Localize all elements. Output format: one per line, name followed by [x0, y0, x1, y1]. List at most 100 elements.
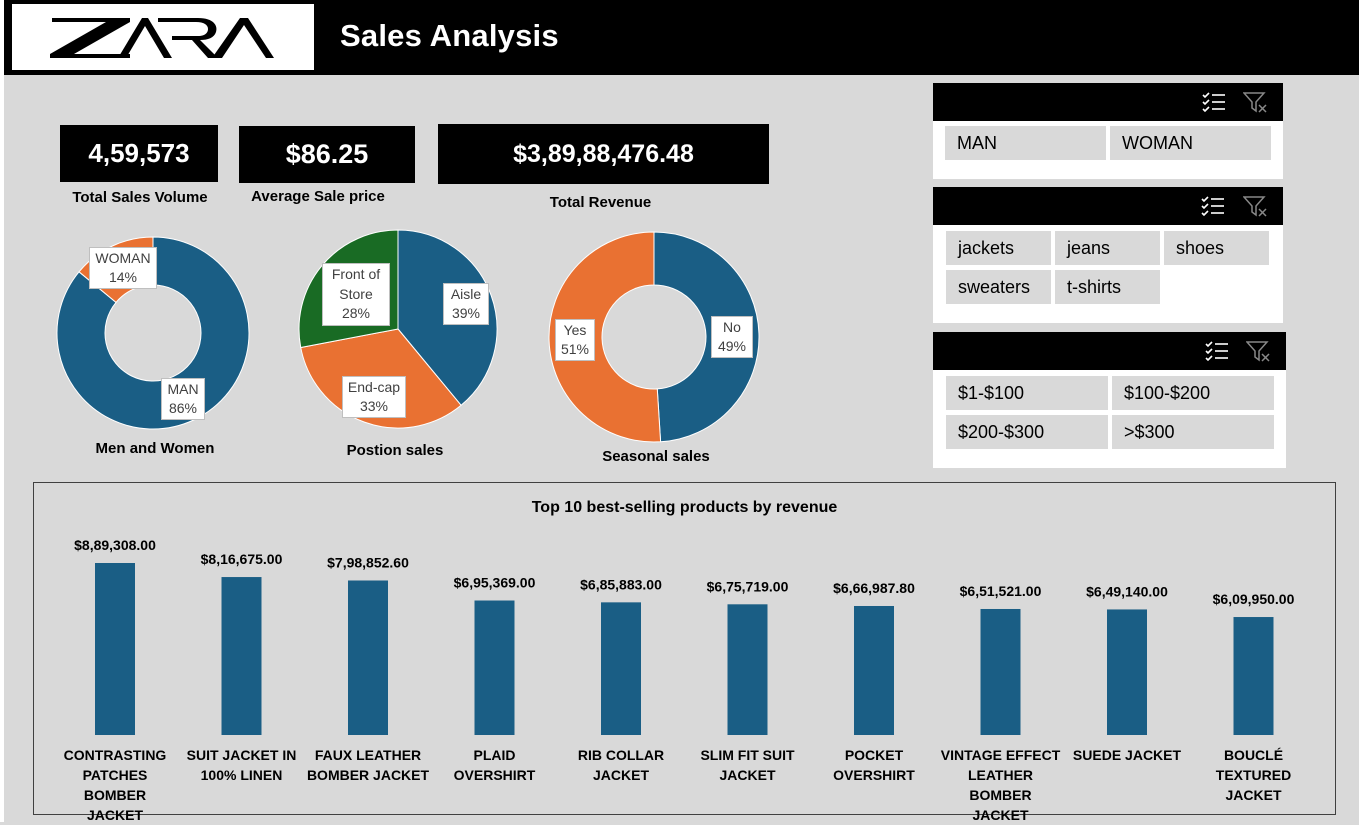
label-name: MAN: [167, 381, 199, 397]
slicer-item-shoes[interactable]: shoes: [1164, 231, 1269, 265]
bar-chart-title: Top 10 best-selling products by revenue: [531, 499, 838, 516]
kpi-total-sales-volume-label: Total Sales Volume: [72, 189, 208, 206]
bar-3: [348, 580, 388, 735]
bar-category-label-10: BOUCLÉ TEXTURED JACKET: [1191, 745, 1317, 805]
bar-category-line: PATCHES BOMBER: [82, 767, 148, 803]
bar-4: [474, 600, 515, 735]
slicer-item-price-100-200[interactable]: $100-$200: [1112, 376, 1274, 410]
label-pct: 14%: [108, 269, 138, 285]
kpi-total-revenue-label: Total Revenue: [549, 194, 652, 211]
slicer-item-price-1-100[interactable]: $1-$100: [946, 376, 1108, 410]
label-name: No: [723, 319, 741, 335]
kpi-total-revenue: $3,89,88,476.48: [438, 124, 769, 184]
label-name: WOMAN: [95, 250, 151, 266]
clear-filter-icon[interactable]: [1243, 91, 1269, 113]
bar-category-label-2: SUIT JACKET IN 100% LINEN: [179, 745, 305, 785]
multi-select-icon[interactable]: [1200, 195, 1226, 217]
bar-category-line: VINTAGE EFFECT: [940, 747, 1061, 763]
bar-category-line: TEXTURED JACKET: [1215, 767, 1292, 803]
slicer-item-price-over-300[interactable]: >$300: [1112, 415, 1274, 449]
bar-category-line: OVERSHIRT: [833, 767, 915, 783]
slicer-gender-header: [933, 83, 1283, 121]
donut-gender-title: Men and Women: [95, 440, 215, 457]
slicer-item-t-shirts[interactable]: t-shirts: [1055, 270, 1160, 304]
kpi-total-sales-volume: 4,59,573: [60, 125, 218, 182]
bar-category-line: BOUCLÉ: [1223, 747, 1284, 763]
donut-seasonal-slice-yes: [548, 231, 662, 443]
donut-seasonal-slice-no: [653, 231, 760, 443]
bar-category-line: PLAID OVERSHIRT: [453, 747, 536, 783]
bar-category-label-9: SUEDE JACKET: [1064, 745, 1190, 765]
bar-category-label-1: CONTRASTING PATCHES BOMBER JACKET: [52, 745, 178, 825]
slicer-item-man[interactable]: MAN: [945, 126, 1106, 160]
bar-category-label-3: FAUX LEATHER BOMBER JACKET: [305, 745, 431, 785]
slicer-category-header: [933, 187, 1283, 225]
bar-value-label-8: $6,51,521.00: [960, 583, 1042, 599]
slicer-item-jeans[interactable]: jeans: [1055, 231, 1160, 265]
bar-5: [601, 602, 641, 735]
bar-category-label-7: POCKET OVERSHIRT: [811, 745, 937, 785]
bar-value-label-7: $6,66,987.80: [833, 580, 915, 596]
pie-position-title: Postion sales: [346, 442, 444, 459]
label-pct: 51%: [560, 341, 590, 357]
bar-chart-canvas: $8,89,308.00 $8,16,675.00 $7,98,852.60 $6,9…: [74, 537, 1295, 735]
pie-position-label-endcap: End-cap 33%: [342, 376, 406, 418]
donut-gender-label-woman: WOMAN 14%: [89, 247, 157, 289]
bar-2: [221, 577, 262, 735]
clear-filter-icon[interactable]: [1243, 195, 1269, 217]
donut-seasonal-title: Seasonal sales: [602, 448, 710, 465]
pie-position-label-front: Front of Store 28%: [322, 263, 390, 326]
bar-value-label-9: $6,49,140.00: [1086, 583, 1168, 599]
bar-category-line: 100% LINEN: [200, 767, 283, 783]
bar-category-line: SUEDE JACKET: [1072, 747, 1182, 763]
bar-value-label-5: $6,85,883.00: [580, 576, 662, 592]
bar-value-label-2: $8,16,675.00: [201, 551, 283, 567]
label-pct: 49%: [717, 338, 747, 354]
bar-category-line: JACKET: [592, 767, 649, 783]
sheet-edge: [0, 0, 4, 822]
slicer-item-woman[interactable]: WOMAN: [1110, 126, 1271, 160]
label-pct: 33%: [359, 398, 389, 414]
donut-seasonal-label-no: No 49%: [711, 316, 753, 358]
bar-value-label-4: $6,95,369.00: [454, 575, 536, 591]
bar-category-line: BOMBER JACKET: [306, 767, 430, 783]
bar-category-line: LEATHER BOMBER: [967, 767, 1034, 803]
zara-logo: [12, 4, 314, 70]
kpi-average-sale-price-label: Average Sale price: [251, 188, 385, 205]
bar-value-label-6: $6,75,719.00: [707, 578, 789, 594]
slicer-category: jackets jeans shoes sweaters t-shirts: [933, 187, 1283, 323]
slicer-item-price-200-300[interactable]: $200-$300: [946, 415, 1108, 449]
bar-chart-panel: Top 10 best-selling products by revenue …: [33, 482, 1336, 823]
bar-10: [1233, 617, 1274, 735]
slicer-item-jackets[interactable]: jackets: [946, 231, 1051, 265]
donut-gender-label-man: MAN 86%: [161, 378, 205, 420]
clear-filter-icon[interactable]: [1246, 340, 1272, 362]
multi-select-icon[interactable]: [1204, 340, 1230, 362]
page-title: Sales Analysis: [340, 18, 559, 53]
bar-category-label-4: PLAID OVERSHIRT: [432, 745, 558, 785]
label-name: End-cap: [347, 379, 401, 395]
bar-value-label-10: $6,09,950.00: [1213, 591, 1295, 607]
bar-6: [727, 604, 768, 735]
bar-9: [1107, 609, 1147, 735]
bar-7: [854, 605, 894, 735]
bar-category-label-8: VINTAGE EFFECT LEATHER BOMBER JACKET: [938, 745, 1064, 825]
bar-value-label-1: $8,89,308.00: [74, 537, 156, 553]
header-bar: Sales Analysis: [4, 0, 1359, 75]
bar-value-label-3: $7,98,852.60: [327, 554, 409, 570]
bar-category-line: SUIT JACKET IN: [186, 747, 297, 763]
bar-category-line: SLIM FIT SUIT: [700, 747, 795, 763]
bar-1: [95, 563, 135, 735]
slicer-price-header: [933, 332, 1286, 370]
label-pct: 28%: [341, 305, 371, 321]
slicer-gender: MAN WOMAN: [933, 83, 1283, 179]
bar-category-line: JACKET: [719, 767, 776, 783]
label-pct: 39%: [451, 305, 481, 321]
slicer-item-sweaters[interactable]: sweaters: [946, 270, 1051, 304]
label-name: Store: [339, 285, 373, 302]
label-name: Yes: [563, 322, 587, 338]
bar-category-line: RIB COLLAR: [577, 747, 665, 763]
pie-position-label-aisle: Aisle 39%: [443, 283, 489, 325]
bar-category-line: JACKET: [86, 807, 143, 823]
multi-select-icon[interactable]: [1201, 91, 1227, 113]
